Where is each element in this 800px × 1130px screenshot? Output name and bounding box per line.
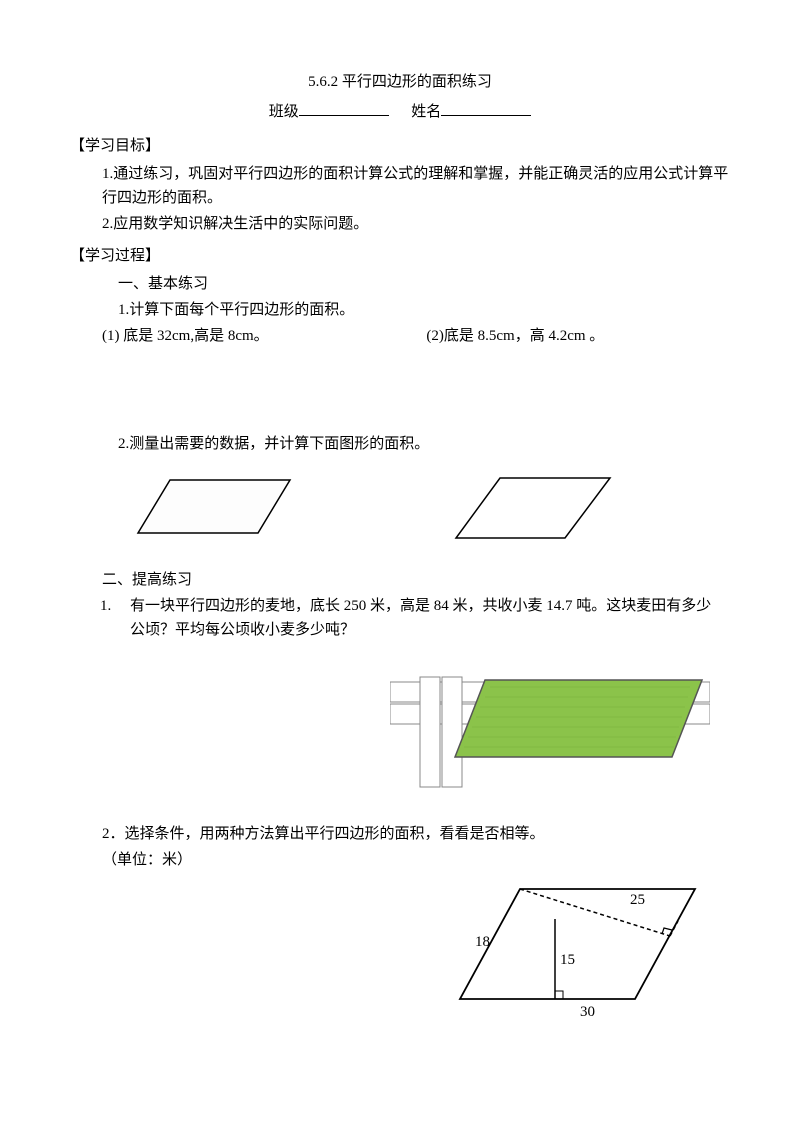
basic-q1-a: (1) 底是 32cm,高是 8cm。 [70, 324, 426, 348]
objective-1: 1.通过练习，巩固对平行四边形的面积计算公式的理解和掌握，并能正确灵活的应用公式… [70, 166, 728, 206]
adv-q2-text: 2．选择条件，用两种方法算出平行四边形的面积，看看是否相等。 [70, 822, 730, 846]
basic-heading: 一、基本练习 [70, 272, 730, 296]
name-input-line[interactable] [441, 98, 531, 116]
advanced-heading: 二、提高练习 [70, 568, 730, 592]
name-label: 姓名 [411, 104, 441, 120]
answer-space-1 [70, 352, 730, 432]
page-title: 5.6.2 平行四边形的面积练习 [70, 70, 730, 94]
label-15: 15 [560, 952, 575, 968]
basic-q1-row: (1) 底是 32cm,高是 8cm。 (2)底是 8.5cm，高 4.2cm … [70, 324, 730, 348]
objective-1-wrapper: 1.通过练习，巩固对平行四边形的面积计算公式的理解和掌握，并能正确灵活的应用公式… [70, 162, 730, 210]
adv-q1-row: 1. 有一块平行四边形的麦地，底长 250 米，高是 84 米，共收小麦 14.… [70, 594, 730, 642]
class-name-row: 班级 姓名 [70, 98, 730, 124]
class-input-line[interactable] [299, 98, 389, 116]
process-heading: 【学习过程】 [70, 244, 730, 268]
field-diagram [390, 652, 710, 792]
objective-2: 2.应用数学知识解决生活中的实际问题。 [70, 212, 730, 236]
basic-q2: 2.测量出需要的数据，并计算下面图形的面积。 [70, 432, 730, 456]
basic-q1-b: (2)底是 8.5cm，高 4.2cm 。 [426, 324, 730, 348]
adv-q1-text: 有一块平行四边形的麦地，底长 250 米，高是 84 米，共收小麦 14.7 吨… [130, 594, 730, 642]
adv-q1-num: 1. [100, 594, 130, 642]
label-18: 18 [475, 934, 490, 950]
class-label: 班级 [269, 104, 299, 120]
adv-q2-unit: （单位：米） [70, 848, 730, 872]
shapes-row [70, 468, 730, 548]
objectives-heading: 【学习目标】 [70, 134, 730, 158]
basic-q1-intro: 1.计算下面每个平行四边形的面积。 [70, 298, 730, 322]
label-30: 30 [580, 1004, 595, 1020]
parallelogram-diagram: 18 25 15 30 [450, 874, 710, 1024]
label-25: 25 [630, 892, 645, 908]
parallelogram-shape-1 [130, 468, 300, 548]
parallelogram-shape-2 [450, 468, 620, 548]
